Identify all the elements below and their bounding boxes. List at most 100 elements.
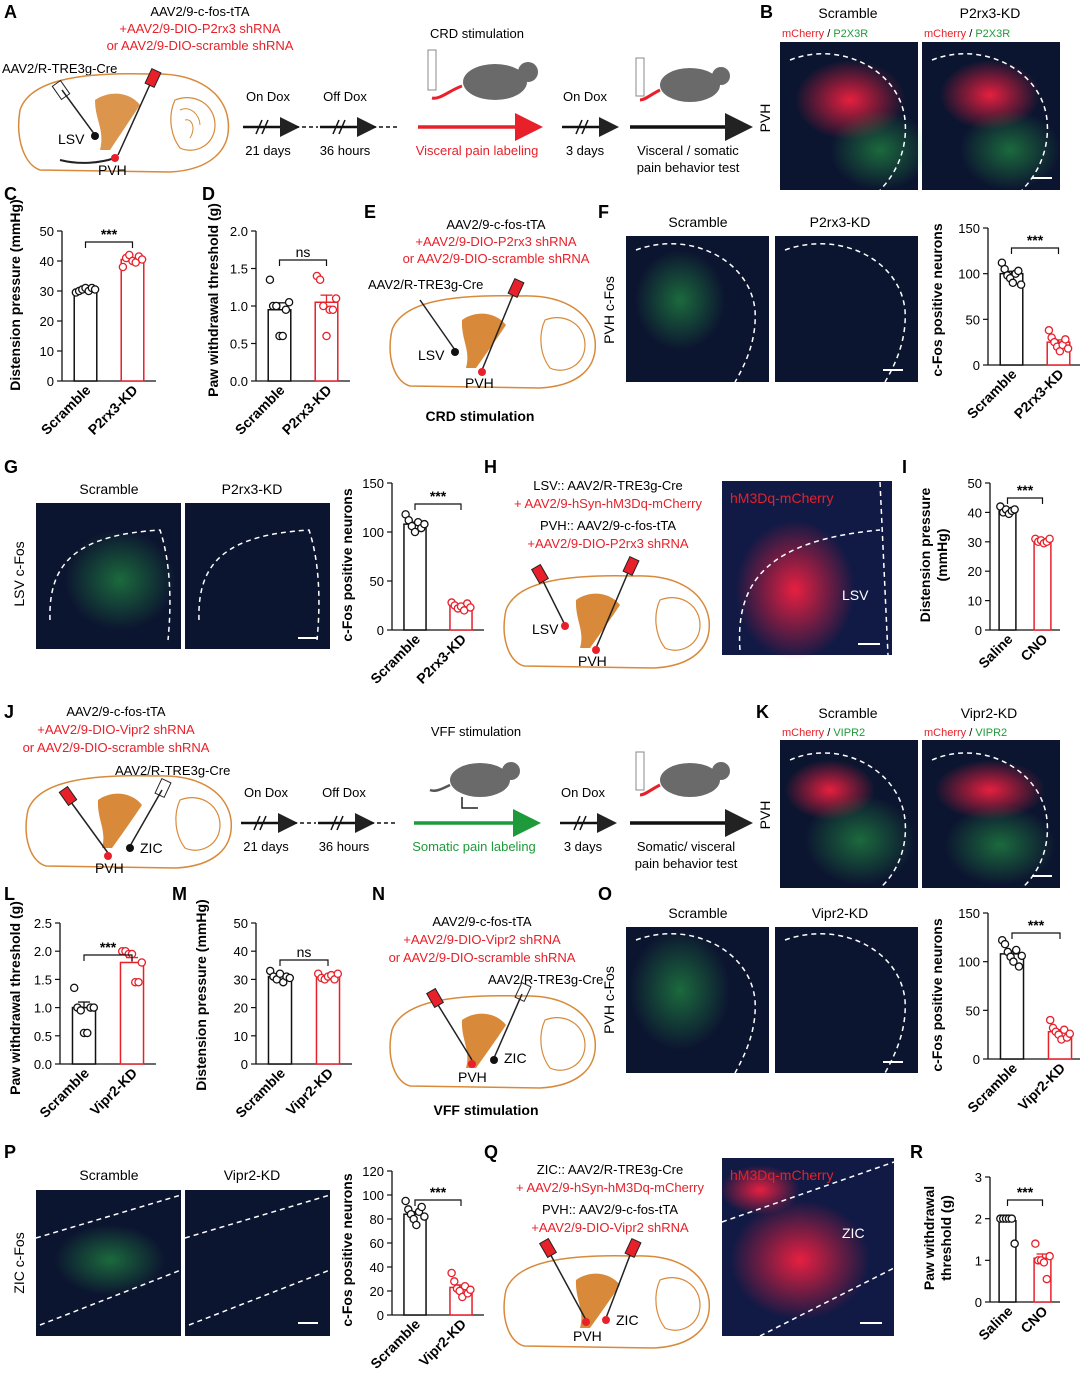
panel-d-point (315, 275, 325, 284)
panel-l-category-2: Vipr2-KD (87, 1065, 140, 1118)
panel-o-category-1: Scramble (964, 1060, 1020, 1116)
panel-a-3days: 3 days (566, 143, 605, 158)
panel-i-sig-bracket (1006, 497, 1044, 504)
panel-e: E AAV2/9-c-fos-tTA +AAV2/9-DIO-P2rx3 shR… (364, 202, 596, 424)
panel-d-category-2: P2rx3-KD (279, 382, 335, 438)
panel-o-point (1009, 957, 1018, 966)
panel-r-point (1010, 1239, 1019, 1248)
panel-l-bar-2 (119, 961, 145, 1065)
panel-g-tick-label: 150 (362, 476, 384, 491)
panel-c-bar-1 (73, 288, 98, 382)
panel-q-line-4: +AAV2/9-DIO-Vipr2 shRNA (531, 1220, 689, 1235)
panel-q-brain (503, 1254, 710, 1349)
panel-k-sep: / (824, 727, 833, 739)
panel-p-ylabel: c-Fos positive neurons (339, 1173, 355, 1326)
panel-d-point (281, 305, 291, 314)
panel-g-sig-bracket (414, 503, 462, 510)
svg-text:mCherry / VIPR2: mCherry / VIPR2 (924, 727, 1007, 739)
panel-o-ylabel: c-Fos positive neurons (929, 918, 945, 1071)
panel-c-point (90, 285, 100, 294)
panel-p-point (447, 1268, 456, 1278)
panel-g-sig: *** (430, 488, 447, 504)
panel-d-bar-2 (314, 301, 339, 382)
panel-k-stain-2: VIPR2 (833, 727, 865, 739)
panel-d-point (278, 331, 287, 341)
panel-l-tick-label: 1.0 (34, 1001, 52, 1016)
panel-j-on-dox: On Dox (244, 785, 289, 800)
panel-f-point (1044, 326, 1054, 335)
panel-l-point (69, 983, 79, 993)
panel-q-line-2: + AAV2/9-hSyn-hM3Dq-mCherry (516, 1180, 704, 1195)
panel-i-tick-label: 10 (968, 594, 982, 609)
panel-l-point (76, 1006, 85, 1015)
panel-b-stain-2: P2X3R (833, 28, 868, 40)
panel-d-tick-label: 0.0 (230, 374, 248, 389)
panel-q-letter: Q (484, 1142, 498, 1162)
panel-m-point (333, 969, 343, 979)
panel-k-stain-1b: mCherry (924, 727, 967, 739)
panel-l-tick-label: 0.0 (34, 1057, 52, 1072)
panel-j-off-dox: Off Dox (322, 785, 366, 800)
panel-j-test-2: pain behavior test (635, 856, 738, 871)
panel-m-sig-bracket (279, 959, 329, 966)
panel-r-point (1007, 1214, 1017, 1223)
panel-q-line-3: PVH:: AAV2/9-c-fos-tTA (542, 1202, 678, 1217)
panel-d-tick-label: 1.0 (230, 299, 248, 314)
panel-o-tick-label: 50 (966, 1003, 980, 1018)
panel-k: K Scramble Vipr2-KD mCherry / VIPR2 mChe… (756, 702, 1060, 889)
panel-m-category-2: Vipr2-KD (283, 1065, 336, 1118)
panel-p-tick-label: 80 (370, 1212, 384, 1227)
panel-o-tick-label: 150 (958, 906, 980, 921)
panel-a-36hours: 36 hours (320, 143, 371, 158)
panel-j-stim-title: VFF stimulation (431, 724, 521, 739)
panel-o-category-2: Vipr2-KD (1015, 1060, 1068, 1113)
panel-j-retro: AAV2/R-TRE3g-Cre (115, 763, 230, 778)
panel-d-point (265, 275, 275, 284)
panel-l-point (83, 1028, 92, 1038)
panel-a-labeling: Visceral pain labeling (416, 143, 539, 158)
panel-o-point (1011, 945, 1021, 955)
panel-k-region: PVH (757, 801, 773, 830)
panel-d-tick-label: 2.0 (230, 224, 248, 239)
panel-r-category-2: CNO (1017, 1303, 1050, 1336)
panel-e-region-2: PVH (465, 375, 494, 391)
panel-a-letter: A (4, 2, 17, 22)
panel-p-kd: Vipr2-KD (224, 1167, 281, 1183)
panel-m-tick-label: 50 (234, 916, 248, 931)
panel-k-micrograph-2 (922, 740, 1060, 889)
panel-m-bar-2 (315, 975, 341, 1065)
panel-p-text: c-Fos positive neurons (339, 1173, 355, 1326)
panel-q-micro-label: hM3Dq-mCherry (730, 1167, 833, 1183)
panel-p-category-1: Scramble (367, 1316, 423, 1372)
panel-g-micrograph-2 (185, 503, 330, 649)
panel-p-tick-label: 120 (362, 1164, 384, 1179)
panel-d-point (331, 294, 341, 303)
panel-m-tick-label: 30 (234, 972, 248, 987)
panel-r-point (1045, 1251, 1054, 1261)
panel-d-point (284, 297, 294, 307)
panel-f-scramble: Scramble (668, 214, 727, 230)
panel-i-bar-1 (998, 510, 1017, 631)
panel-p-point (417, 1202, 426, 1212)
panel-q-region-1: PVH (573, 1328, 602, 1344)
panel-g-region: LSV c-Fos (11, 541, 27, 606)
panel-d-bar-1 (267, 309, 292, 382)
panel-a-mouse-crd (427, 49, 538, 100)
panel-g-category-2: P2rx3-KD (413, 631, 469, 687)
panel-n-virus-3: or AAV2/9-DIO-scramble shRNA (389, 950, 576, 965)
panel-g-point (466, 603, 475, 612)
panel-f-point (1014, 266, 1023, 276)
panel-g-tick-label: 0 (377, 623, 384, 638)
panel-l-point (134, 977, 143, 987)
panel-f-point (1061, 335, 1070, 344)
panel-l-ylabel: Paw withdrawal threshold (g) (7, 901, 23, 1095)
panel-r-bar-1 (998, 1220, 1017, 1303)
panel-c-point (137, 255, 147, 264)
panel-i-point (1045, 534, 1054, 544)
panel-h: H LSV:: AAV2/R-TRE3g-Cre + AAV2/9-hSyn-h… (484, 457, 892, 669)
panel-l-tick-label: 2.5 (34, 916, 52, 931)
panel-p-tick-label: 100 (362, 1188, 384, 1203)
